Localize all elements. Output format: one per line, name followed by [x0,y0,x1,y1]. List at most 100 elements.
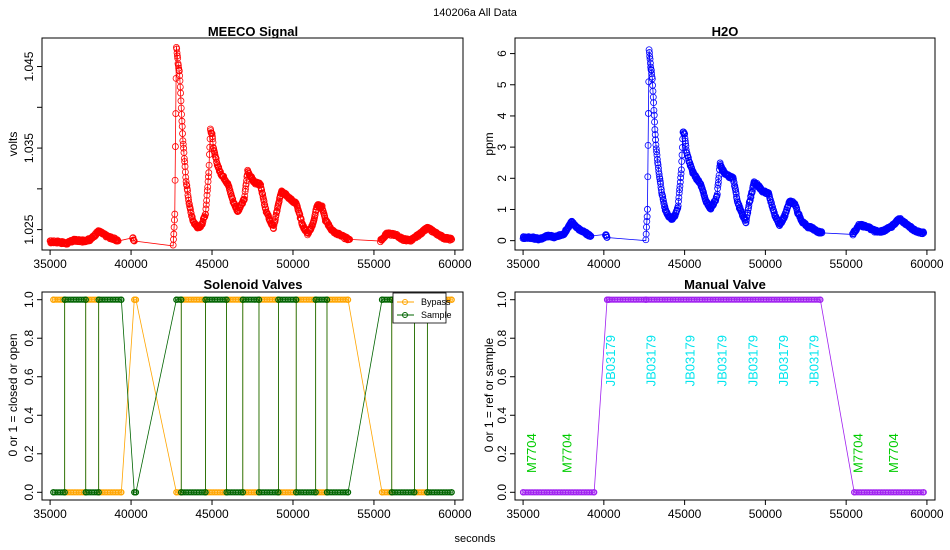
data-point [732,186,739,194]
data-point [712,196,720,203]
data-point [587,232,595,240]
data-point [587,489,594,496]
data-point [202,201,210,209]
y-tick-label: 0.8 [22,330,36,347]
valve-annotation: M7704 [886,433,901,473]
data-point [675,189,683,197]
data-point [170,230,178,238]
x-tick-label: 45000 [668,507,702,521]
data-point [652,141,660,149]
data-point [184,187,191,194]
plot-frame [41,291,464,501]
y-tick-label: 0.2 [22,445,36,462]
y-tick-label: 0 [495,237,509,244]
data-point [916,489,923,496]
x-tick-label: 40000 [114,257,148,271]
data-point [642,236,650,244]
data-point [177,97,185,105]
data-point [241,195,248,203]
data-point [646,59,654,67]
data-point [644,173,652,181]
data-point [654,161,662,169]
data-point [657,186,665,194]
data-point [779,215,787,223]
data-point [675,194,683,201]
data-point [95,489,102,496]
y-tick-label: 1.035 [22,133,36,163]
data-point [174,54,182,62]
data-point [311,211,319,219]
data-point [681,130,689,138]
data-point [116,489,123,496]
legend-bypass-label: Bypass [421,297,451,307]
data-point [114,237,122,245]
panel-title: Solenoid Valves [204,277,303,292]
valve-annotation: JB03179 [682,335,697,386]
data-point [187,206,194,214]
data-point [656,175,664,183]
data-point [179,137,187,145]
y-tick-label: 3 [495,143,509,150]
legend-sample-marker [402,312,408,318]
x-tick-label: 35000 [33,507,67,521]
data-point [239,296,246,303]
data-point [223,296,230,303]
data-point [178,296,185,303]
data-point [590,489,598,496]
data-point [205,173,212,181]
data-point [95,296,102,303]
data-point [742,216,750,224]
data-point [745,204,752,212]
x-tick-label: 55000 [357,507,391,521]
data-point [446,296,453,303]
y-axis-label: 0 or 1 = ref or sample [482,337,496,452]
data-point [676,182,684,190]
data-point [603,234,611,241]
data-point [185,196,193,204]
data-point [296,211,304,218]
x-tick-label: 35000 [33,257,67,271]
data-point [180,155,188,162]
data-point [293,296,300,303]
data-point [170,223,178,231]
data-point [275,489,282,496]
data-point [177,89,185,97]
y-tick-label: 1 [495,206,509,213]
valve-annotation: M7704 [560,433,575,473]
x-tick-label: 35000 [506,257,540,271]
data-point [674,204,682,212]
data-point [205,161,213,169]
data-point [323,296,331,303]
data-point [114,296,121,303]
valve-annotation: JB03179 [715,335,730,386]
plot-area: 35000 40000 45000 50000 55000 60000 0 1 2 3 4 5 6 [495,37,944,271]
data-point [179,130,186,137]
legend-sample-label: Sample [421,310,452,320]
data-point [118,296,125,303]
data-point [116,296,123,303]
data-point [653,155,661,163]
data-point [681,134,689,142]
legend: Bypass Sample [392,292,452,324]
y-axis-label: 0 or 1 = closed or open [6,333,20,456]
data-point [275,296,282,303]
data-point [730,175,737,183]
y-tick-label: 1.025 [22,214,36,244]
data-point [644,141,652,149]
x-tick-label: 50000 [749,257,783,271]
data-point [185,200,193,208]
data-point [202,205,210,213]
x-tick-label: 40000 [114,507,148,521]
data-point [132,489,140,496]
y-tick-label: 0.6 [22,368,36,385]
valve-annotation: M7704 [850,433,865,473]
valve-annotation: JB03179 [603,335,618,386]
data-point [448,296,455,303]
data-point [199,218,207,225]
data-point [203,187,211,195]
data-point [202,210,209,218]
figure-xlabel: seconds [455,533,496,545]
data-point [744,209,752,217]
x-tick-label: 55000 [829,257,863,271]
